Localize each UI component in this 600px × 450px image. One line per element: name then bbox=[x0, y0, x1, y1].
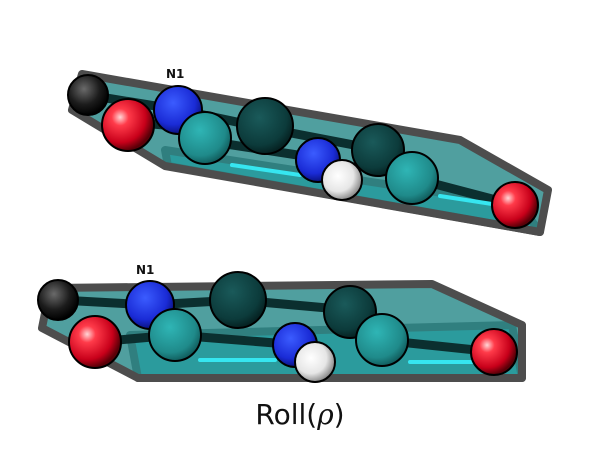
top-atom-oxygen-right bbox=[491, 181, 539, 229]
top-molecule: N1 bbox=[67, 67, 552, 236]
bottom-n1-label: N1 bbox=[136, 263, 154, 277]
caption-symbol: ρ bbox=[317, 398, 334, 431]
bottom-atom-carbon-4 bbox=[355, 313, 409, 367]
top-atom-hydrogen bbox=[321, 159, 363, 201]
figure-caption: Roll(ρ) bbox=[0, 398, 600, 431]
bottom-atom-carbon-3 bbox=[148, 308, 202, 362]
top-atom-dark-left bbox=[67, 74, 109, 116]
bottom-molecule: N1 bbox=[37, 263, 526, 383]
caption-suffix: ) bbox=[333, 398, 345, 431]
top-atom-carbon-1 bbox=[236, 97, 294, 155]
top-n1-label: N1 bbox=[166, 67, 184, 81]
bottom-atom-carbon-1 bbox=[209, 271, 267, 329]
bottom-atom-hydrogen bbox=[294, 341, 336, 383]
top-atom-oxygen-left bbox=[101, 98, 155, 152]
caption-prefix: Roll( bbox=[255, 398, 318, 431]
bottom-atom-oxygen-right bbox=[470, 328, 518, 376]
bottom-atom-dark-left bbox=[37, 279, 79, 321]
bottom-atom-oxygen-left bbox=[68, 315, 122, 369]
top-atom-carbon-4 bbox=[385, 151, 439, 205]
bottom-bond-highlights bbox=[198, 358, 477, 364]
top-atom-carbon-3 bbox=[178, 111, 232, 165]
